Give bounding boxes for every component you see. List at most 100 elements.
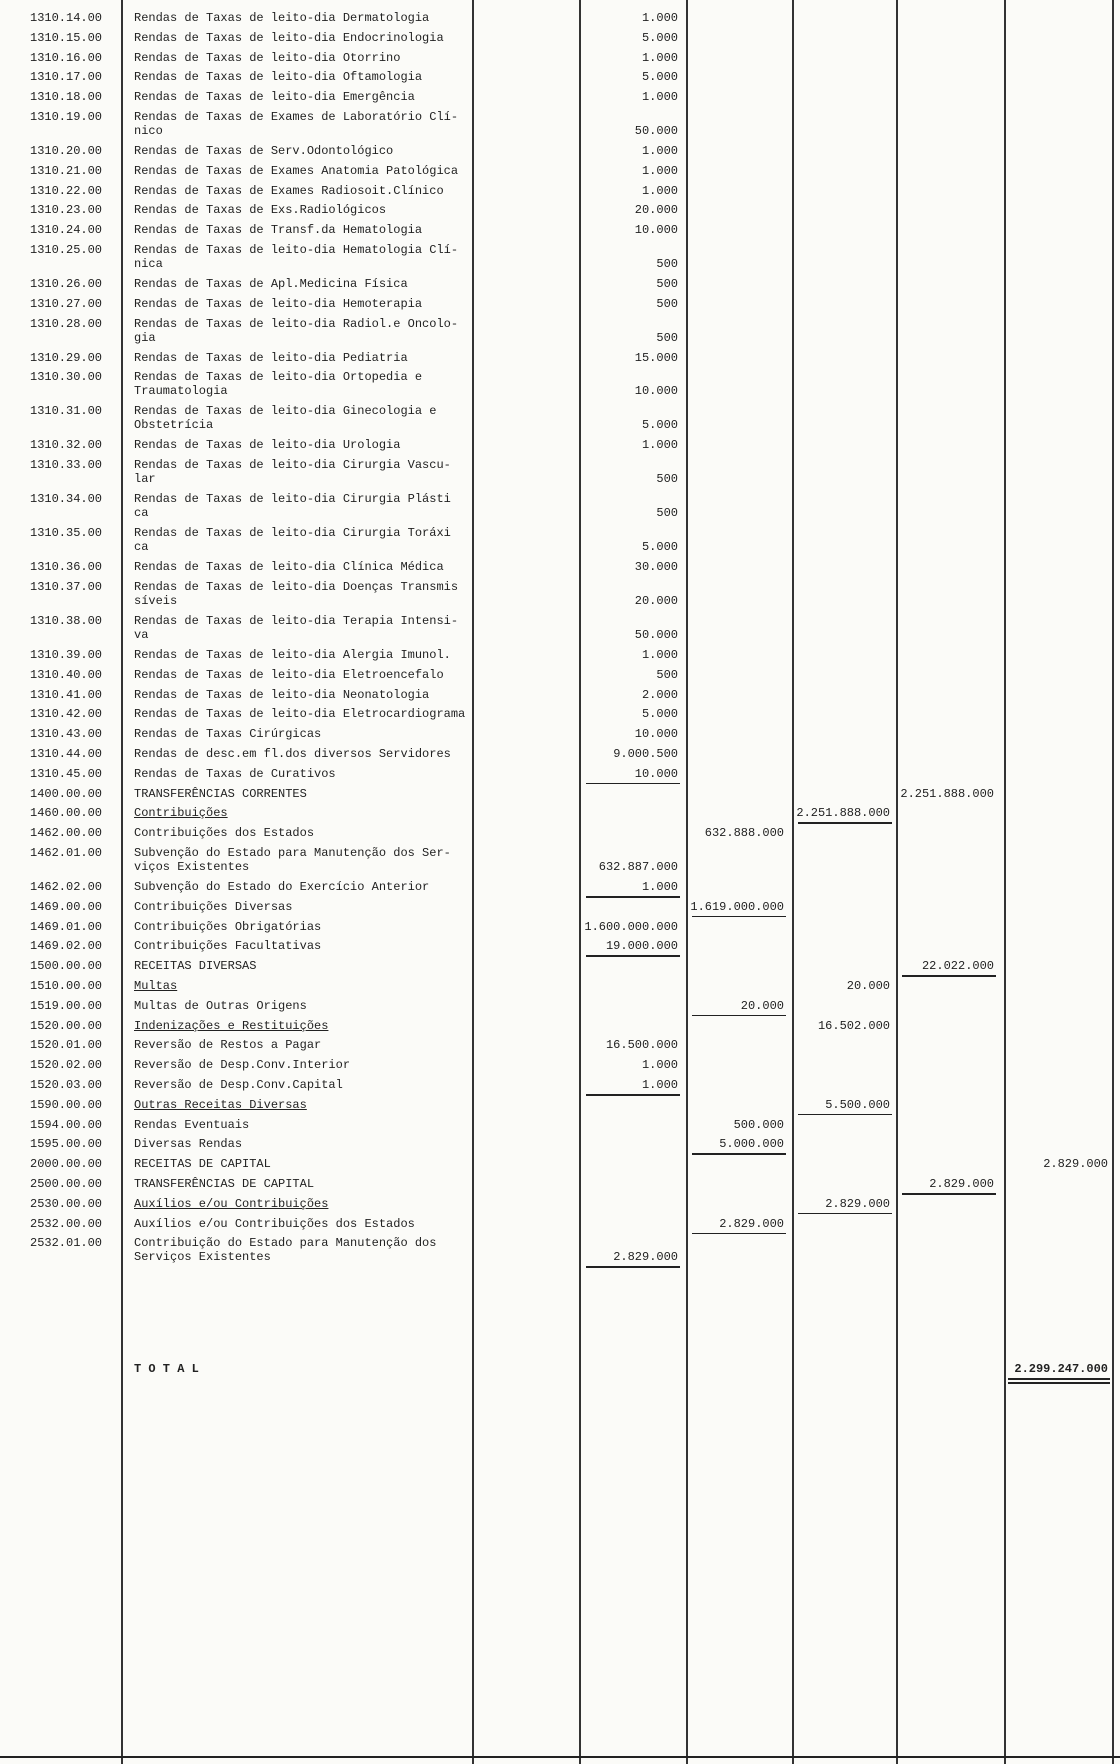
amount: 9.000.500 — [613, 747, 678, 761]
amount-underline — [798, 1212, 892, 1215]
account-description: Rendas de Taxas de leito-dia Pediatria — [134, 350, 408, 365]
account-code: 1310.29.00 — [30, 350, 103, 365]
amount-underline — [586, 782, 680, 785]
amount: 20.000 — [740, 998, 784, 1013]
account-description: Rendas de Taxas de leito-dia Alergia Imu… — [134, 648, 451, 662]
amount: 5.000 — [641, 30, 678, 45]
amount: 632.888.000 — [704, 826, 784, 841]
amount: 1.000 — [641, 438, 678, 453]
amount: 1.000 — [641, 648, 678, 662]
account-code: 1310.39.00 — [30, 648, 103, 662]
account-code: 1460.00.00 — [30, 806, 103, 821]
total-underline — [1008, 1378, 1110, 1380]
amount: 632.887.000 — [598, 860, 678, 874]
amount: 5.000 — [641, 707, 678, 722]
account-code: 1595.00.00 — [30, 1137, 103, 1152]
account-description: Outras Receitas Diversas — [134, 1097, 307, 1112]
account-code: 1310.16.00 — [30, 50, 103, 65]
account-description: Rendas de Taxas de Curativos — [134, 766, 336, 781]
account-description: Reversão de Desp.Conv.Interior — [134, 1058, 351, 1073]
amount: 10.000 — [634, 384, 678, 399]
amount: 500 — [656, 506, 678, 521]
account-code: 1520.01.00 — [30, 1038, 103, 1053]
amount: 20.000 — [846, 979, 890, 993]
account-description: Rendas de Taxas de Serv.Odontológico — [134, 144, 394, 158]
account-description: Rendas de Taxas de leito-dia Radiol.e On… — [134, 316, 459, 345]
amount: 20.000 — [634, 203, 678, 218]
account-code: 1462.01.00 — [30, 846, 103, 860]
account-description: Contribuições Diversas — [134, 899, 293, 914]
column-rule — [896, 0, 898, 1764]
account-code: 1520.03.00 — [30, 1078, 103, 1092]
account-description: Rendas de Taxas de leito-dia Cirurgia Va… — [134, 458, 451, 487]
amount: 1.000 — [641, 90, 678, 105]
amount: 2.829.000 — [929, 1177, 994, 1191]
amount: 50.000 — [634, 124, 678, 138]
account-code: 2000.00.00 — [30, 1157, 103, 1172]
amount-underline — [902, 975, 996, 977]
amount: 500.000 — [733, 1117, 784, 1132]
account-code: 1310.38.00 — [30, 614, 103, 628]
account-description: RECEITAS DIVERSAS — [134, 959, 257, 974]
account-description: Rendas de Taxas de leito-dia Emergência — [134, 90, 415, 105]
account-description: Rendas de Taxas de Exames Anatomia Patol… — [134, 163, 459, 178]
amount: 500 — [656, 667, 678, 682]
account-code: 1310.24.00 — [30, 223, 103, 238]
amount-underline — [798, 1113, 892, 1116]
account-code: 1469.01.00 — [30, 919, 103, 934]
amount: 22.022.000 — [921, 959, 994, 974]
amount: 20.000 — [634, 594, 678, 608]
amount: 2.829.000 — [719, 1216, 784, 1231]
amount-underline — [902, 1193, 996, 1195]
account-code: 1510.00.00 — [30, 979, 103, 993]
amount: 5.000 — [641, 70, 678, 85]
total-amount: 2.299.247.000 — [1014, 1362, 1108, 1377]
account-description: Rendas de Taxas de leito-dia Clínica Méd… — [134, 560, 444, 575]
account-description: Rendas de Taxas de leito-dia Doenças Tra… — [134, 580, 459, 608]
account-description: Rendas de Taxas de Exames de Laboratório… — [134, 110, 459, 138]
account-code: 1400.00.00 — [30, 786, 103, 801]
amount: 5.500.000 — [825, 1097, 890, 1112]
amount: 1.000 — [641, 163, 678, 178]
amount: 500 — [656, 277, 678, 291]
account-description: Multas — [134, 979, 178, 993]
amount: 2.829.000 — [825, 1196, 890, 1211]
amount: 1.600.000.000 — [584, 919, 678, 934]
account-description: Contribuição do Estado para Manutenção d… — [134, 1236, 437, 1265]
amount: 15.000 — [634, 350, 678, 365]
account-code: 1462.00.00 — [30, 826, 103, 841]
account-description: Diversas Rendas — [134, 1137, 243, 1152]
account-code: 1520.00.00 — [30, 1018, 103, 1033]
account-description: Rendas de Taxas de leito-dia Hemoterapia — [134, 296, 423, 311]
account-code: 1310.18.00 — [30, 90, 103, 105]
account-code: 1310.43.00 — [30, 727, 103, 742]
amount: 500 — [656, 472, 678, 487]
account-code: 1310.37.00 — [30, 580, 103, 594]
account-description: Subvenção do Estado do Exercício Anterio… — [134, 880, 430, 894]
account-description: Rendas de Taxas de leito-dia Neonatologi… — [134, 687, 430, 702]
account-code: 1310.20.00 — [30, 144, 103, 158]
bottom-rule — [0, 1756, 1120, 1758]
account-code: 2532.00.00 — [30, 1216, 103, 1231]
account-description: Rendas de Taxas de Apl.Medicina Física — [134, 277, 408, 291]
account-code: 1310.45.00 — [30, 766, 103, 781]
account-code: 1310.26.00 — [30, 277, 103, 291]
account-code: 1310.27.00 — [30, 296, 103, 311]
amount: 5.000 — [641, 540, 678, 555]
account-description: Rendas de Taxas de leito-dia Dermatologi… — [134, 11, 430, 25]
account-code: 1520.02.00 — [30, 1058, 103, 1073]
account-code: 1310.15.00 — [30, 30, 103, 45]
amount: 2.829.000 — [1043, 1157, 1108, 1172]
amount-underline — [586, 1266, 680, 1268]
account-description: Contribuições — [134, 806, 228, 821]
amount: 1.619.000.000 — [690, 899, 784, 914]
account-description: TRANSFERÊNCIAS CORRENTES — [134, 786, 307, 801]
amount: 5.000.000 — [719, 1137, 784, 1152]
account-code: 1310.22.00 — [30, 183, 103, 198]
account-code: 1310.42.00 — [30, 707, 103, 722]
account-code: 2500.00.00 — [30, 1177, 103, 1191]
amount: 2.251.888.000 — [900, 786, 994, 801]
account-description: Contribuições Facultativas — [134, 939, 322, 954]
account-description: Auxílios e/ou Contribuições — [134, 1196, 329, 1211]
